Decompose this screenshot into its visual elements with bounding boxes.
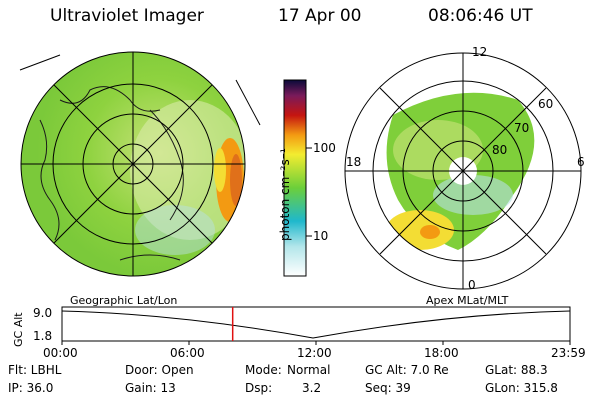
colorbar-label: photon cm⁻²s⁻¹: [278, 148, 292, 241]
altitude-ytick-low: 1.8: [33, 329, 53, 343]
altitude-plot: [61, 306, 571, 345]
altitude-ytick-high: 9.0: [33, 306, 53, 320]
colorbar-tick-100: 100: [313, 141, 336, 155]
apex-map-label: Apex MLat/MLT: [426, 294, 509, 307]
mlt-label-12: 12: [472, 45, 488, 59]
altitude-plot-frame: [61, 306, 571, 342]
mlat-label-80: 80: [492, 143, 508, 157]
app-title: Ultraviolet Imager: [50, 6, 204, 26]
mlt-label-6: 6: [577, 155, 585, 169]
time-label: 08:06:46 UT: [428, 6, 533, 26]
mode-label: Mode:: [245, 363, 282, 377]
mlt-label-18: 18: [346, 155, 362, 169]
altitude-curve: [61, 310, 571, 339]
mlat-label-70: 70: [514, 121, 530, 135]
dsp-value: 3.2: [302, 381, 322, 395]
altitude-ylabel: GC Alt: [12, 312, 25, 347]
gain-info: Gain: 13: [125, 381, 176, 395]
mlat-label-60: 60: [538, 97, 554, 111]
geographic-map-label: Geographic Lat/Lon: [70, 294, 178, 307]
mlt-label-0: 0: [468, 278, 476, 292]
apex-polar-plot: [344, 52, 582, 290]
geographic-map: [19, 51, 261, 277]
altitude-xtick: 18:00: [424, 346, 459, 360]
mode-value: Normal: [287, 363, 331, 377]
altitude-xtick: 06:00: [170, 346, 205, 360]
altitude-xtick: 00:00: [43, 346, 78, 360]
ip-info: IP: 36.0: [8, 381, 54, 395]
altitude-xtick: 23:59: [551, 346, 586, 360]
gc-alt-info: GC Alt: 7.0 Re: [365, 363, 449, 377]
dsp-label: Dsp:: [245, 381, 273, 395]
glon-info: GLon: 315.8: [485, 381, 558, 395]
filter-info: Flt: LBHL: [8, 363, 62, 377]
seq-info: Seq: 39: [365, 381, 411, 395]
glat-info: GLat: 88.3: [485, 363, 548, 377]
colorbar-tick-10: 10: [313, 229, 329, 243]
date-label: 17 Apr 00: [278, 6, 362, 26]
door-info: Door: Open: [125, 363, 194, 377]
colorbar: [283, 79, 312, 277]
altitude-xtick: 12:00: [297, 346, 332, 360]
